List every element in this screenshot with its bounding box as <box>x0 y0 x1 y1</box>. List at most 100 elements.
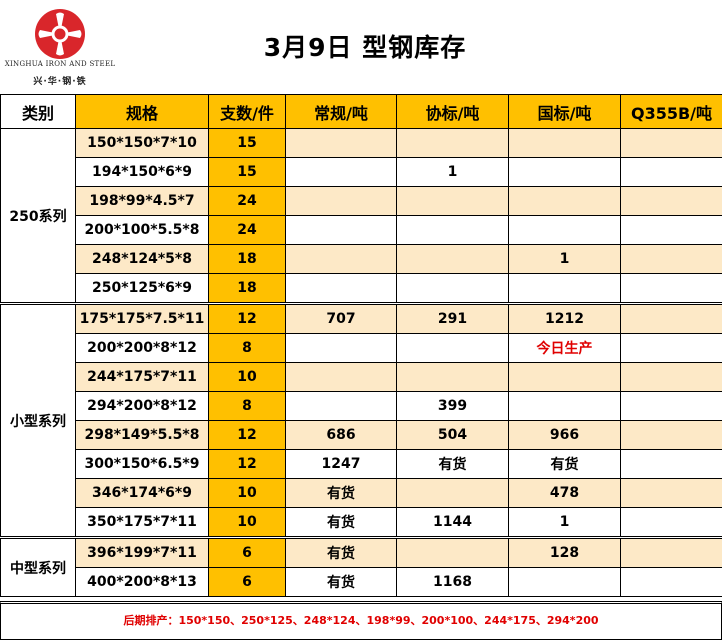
spec-cell: 175*175*7.5*11 <box>76 304 209 334</box>
guob-cell <box>509 129 621 158</box>
q355b-cell <box>621 334 722 363</box>
q355b-cell <box>621 538 722 568</box>
guob-cell <box>509 568 621 597</box>
guob-cell: 966 <box>509 421 621 450</box>
regular-cell: 有货 <box>286 508 397 538</box>
col-header-xieb: 协标/吨 <box>397 95 509 129</box>
count-cell: 6 <box>209 568 286 597</box>
guob-cell: 有货 <box>509 450 621 479</box>
count-cell: 12 <box>209 304 286 334</box>
q355b-cell <box>621 158 722 187</box>
spec-cell: 298*149*5.5*8 <box>76 421 209 450</box>
col-header-guob: 国标/吨 <box>509 95 621 129</box>
q355b-cell <box>621 129 722 158</box>
regular-cell <box>286 392 397 421</box>
count-cell: 24 <box>209 187 286 216</box>
guob-cell: 478 <box>509 479 621 508</box>
xieb-cell: 有货 <box>397 450 509 479</box>
count-cell: 18 <box>209 274 286 304</box>
guob-cell <box>509 158 621 187</box>
guob-cell <box>509 216 621 245</box>
xieb-cell <box>397 479 509 508</box>
regular-cell: 686 <box>286 421 397 450</box>
regular-cell: 有货 <box>286 538 397 568</box>
category-cell: 中型系列 <box>1 538 76 597</box>
spec-cell: 200*100*5.5*8 <box>76 216 209 245</box>
xieb-cell: 504 <box>397 421 509 450</box>
spec-cell: 294*200*8*12 <box>76 392 209 421</box>
spec-cell: 198*99*4.5*7 <box>76 187 209 216</box>
count-cell: 10 <box>209 363 286 392</box>
header: XINGHUA IRON AND STEEL 兴·华·钢·铁 3月9日 型钢库存 <box>0 0 722 94</box>
q355b-cell <box>621 216 722 245</box>
xieb-cell: 1 <box>397 158 509 187</box>
col-header-category: 类别 <box>1 95 76 129</box>
count-cell: 12 <box>209 421 286 450</box>
logo-name-en: XINGHUA IRON AND STEEL <box>4 60 116 68</box>
q355b-cell <box>621 450 722 479</box>
spec-cell: 200*200*8*12 <box>76 334 209 363</box>
xieb-cell <box>397 538 509 568</box>
category-cell: 小型系列 <box>1 304 76 538</box>
page-title: 3月9日 型钢库存 <box>150 28 580 64</box>
regular-cell: 有货 <box>286 568 397 597</box>
regular-cell: 有货 <box>286 479 397 508</box>
spec-cell: 300*150*6.5*9 <box>76 450 209 479</box>
regular-cell <box>286 158 397 187</box>
count-cell: 6 <box>209 538 286 568</box>
spec-cell: 244*175*7*11 <box>76 363 209 392</box>
regular-cell <box>286 187 397 216</box>
production-schedule-note: 后期排产：150*150、250*125、248*124、198*99、200*… <box>0 601 722 640</box>
q355b-cell <box>621 479 722 508</box>
xieb-cell <box>397 129 509 158</box>
q355b-cell <box>621 421 722 450</box>
col-header-spec: 规格 <box>76 95 209 129</box>
xieb-cell <box>397 334 509 363</box>
category-cell: 250系列 <box>1 129 76 304</box>
xieb-cell <box>397 216 509 245</box>
q355b-cell <box>621 304 722 334</box>
regular-cell <box>286 245 397 274</box>
guob-cell <box>509 187 621 216</box>
count-cell: 15 <box>209 158 286 187</box>
guob-cell: 1 <box>509 508 621 538</box>
spec-cell: 150*150*7*10 <box>76 129 209 158</box>
count-cell: 10 <box>209 479 286 508</box>
count-cell: 12 <box>209 450 286 479</box>
count-cell: 15 <box>209 129 286 158</box>
xieb-cell <box>397 274 509 304</box>
q355b-cell <box>621 187 722 216</box>
spec-cell: 248*124*5*8 <box>76 245 209 274</box>
spec-cell: 396*199*7*11 <box>76 538 209 568</box>
count-cell: 24 <box>209 216 286 245</box>
col-header-regular: 常规/吨 <box>286 95 397 129</box>
spec-cell: 350*175*7*11 <box>76 508 209 538</box>
count-cell: 8 <box>209 334 286 363</box>
q355b-cell <box>621 245 722 274</box>
regular-cell <box>286 129 397 158</box>
xieb-cell <box>397 363 509 392</box>
col-header-count: 支数/件 <box>209 95 286 129</box>
guob-cell <box>509 392 621 421</box>
q355b-cell <box>621 392 722 421</box>
guob-cell: 1 <box>509 245 621 274</box>
guob-cell <box>509 363 621 392</box>
q355b-cell <box>621 508 722 538</box>
guob-cell: 128 <box>509 538 621 568</box>
logo-emblem-icon <box>34 8 86 60</box>
logo-name-cn: 兴·华·钢·铁 <box>4 74 116 87</box>
q355b-cell <box>621 568 722 597</box>
